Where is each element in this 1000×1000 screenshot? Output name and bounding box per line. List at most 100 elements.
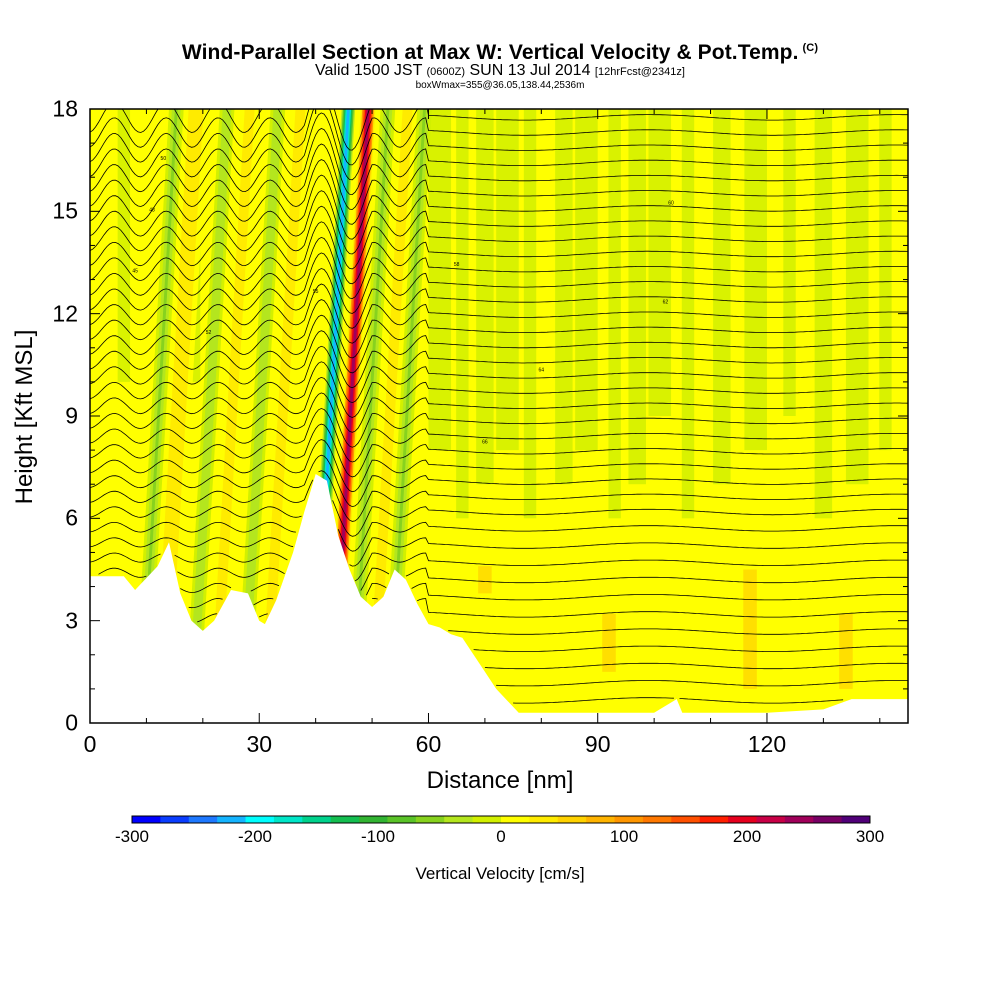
- weak-updraft-cell: [602, 613, 616, 672]
- theta-contour: [90, 314, 908, 374]
- y-tick-label: 18: [52, 95, 78, 122]
- theta-contour: [90, 439, 908, 493]
- theta-contour: [90, 423, 908, 478]
- contour-label: 48: [149, 207, 155, 213]
- theta-contour: [473, 645, 908, 652]
- weak-updraft-cell: [743, 569, 757, 689]
- x-tick-label: 30: [246, 731, 273, 757]
- contour-label: 45: [132, 269, 138, 275]
- chart-subtitle: Valid 1500 JST (0600Z) SUN 13 Jul 2014 […: [0, 63, 1000, 80]
- contour-label: 60: [668, 201, 674, 207]
- terrain: [90, 474, 908, 723]
- colorbar-swatch: [529, 816, 559, 823]
- forecast-info: [12hrFcst@2341z]: [594, 66, 685, 78]
- y-tick-label: 12: [52, 300, 78, 327]
- weak-downdraft-column: [555, 109, 573, 485]
- theta-contour: [90, 454, 908, 508]
- theta-contour: [90, 174, 908, 240]
- theta-contour: [90, 143, 908, 210]
- theta-contour: [90, 221, 908, 285]
- weak-downdraft-column: [681, 109, 695, 519]
- theta-contour: [90, 500, 908, 537]
- y-tick-label: 9: [65, 402, 78, 429]
- colorbar-tick-label: 0: [496, 827, 506, 846]
- chart-title: Wind-Parallel Section at Max W: Vertical…: [0, 36, 1000, 65]
- weak-downdraft-column: [783, 109, 796, 416]
- theta-contour: [90, 283, 908, 344]
- theta-contour: [90, 112, 908, 181]
- downdraft-band: [240, 109, 280, 723]
- colorbar-swatch: [188, 816, 218, 823]
- colorbar-swatch: [699, 816, 729, 823]
- theta-contour: [513, 697, 844, 704]
- contour-label: 50: [161, 156, 167, 162]
- theta-contour: [484, 662, 908, 670]
- downdraft-band: [387, 109, 427, 723]
- theta-contour: [90, 190, 908, 255]
- colorbar-swatch: [132, 816, 161, 823]
- theta-contour: [90, 361, 908, 418]
- copyright-mark: (C): [802, 42, 819, 54]
- theta-contour: [496, 680, 908, 687]
- theta-contour: [90, 345, 908, 404]
- theta-contour: [90, 159, 908, 225]
- colorbar-swatch: [557, 816, 587, 823]
- x-tick-label: 120: [747, 731, 787, 757]
- theta-contour: [90, 252, 908, 314]
- contour-label: 55: [313, 289, 319, 295]
- colorbar-swatch: [728, 816, 757, 823]
- theta-contours: 45 48 50 52 55 58 60 62 64 66: [90, 109, 908, 704]
- downdraft-band: [350, 109, 390, 723]
- valid-date: SUN 13 Jul 2014: [469, 62, 591, 79]
- weak-updraft-cell: [478, 566, 492, 594]
- contour-label: 62: [663, 299, 669, 305]
- theta-contour: [90, 392, 908, 448]
- weak-updraft-cell: [839, 613, 853, 689]
- theta-contour: [90, 552, 908, 582]
- weak-downdraft-column: [428, 109, 452, 451]
- colorbar-tick-label: 300: [855, 827, 885, 846]
- colorbar-swatch: [330, 816, 360, 823]
- theta-contour: [90, 299, 908, 359]
- colorbar-swatch: [841, 816, 871, 823]
- weak-downdraft-column: [744, 109, 767, 451]
- weak-downdraft-column: [575, 109, 598, 451]
- theta-contour: [90, 521, 908, 552]
- weak-downdraft-column: [845, 109, 869, 485]
- theta-contour: [180, 582, 908, 601]
- colorbar-swatch: [415, 816, 445, 823]
- colorbar-swatch: [245, 816, 275, 823]
- colorbar-frame: [131, 815, 871, 824]
- x-axis-title: Distance [nm]: [426, 767, 574, 794]
- colorbar-swatch: [217, 816, 247, 823]
- theta-contour: [90, 376, 908, 433]
- chart-title-block: Wind-Parallel Section at Max W: Vertical…: [0, 36, 1000, 91]
- colorbar-swatch: [444, 816, 474, 823]
- theta-contour: [90, 205, 908, 270]
- colorbar: [131, 815, 871, 824]
- y-tick-label: 15: [52, 197, 78, 224]
- colorbar-swatch: [642, 816, 672, 823]
- colorbar-swatch: [501, 816, 530, 823]
- updraft-band: [211, 109, 253, 723]
- chart-title-text: Wind-Parallel Section at Max W: Vertical…: [181, 41, 799, 64]
- weak-downdraft-column: [523, 109, 537, 519]
- colorbar-swatch: [273, 816, 303, 823]
- colorbar-swatch: [614, 816, 644, 823]
- updraft-band: [262, 109, 303, 723]
- x-tick-label: 90: [584, 731, 611, 757]
- colorbar-swatch: [813, 816, 843, 823]
- colorbar-tick-label: 100: [609, 827, 639, 846]
- y-axis-title: Height [Kft MSL]: [11, 329, 38, 505]
- weak-downdraft-column: [608, 109, 621, 519]
- box-info: boxWmax=355@36.05,138.44,2536m: [415, 80, 585, 91]
- colorbar-swatch: [586, 816, 616, 823]
- theta-contour: [90, 268, 908, 329]
- y-tick-label: 6: [65, 504, 78, 531]
- y-tick-label: 3: [65, 607, 78, 634]
- colorbar-swatch: [671, 816, 701, 823]
- colorbar-title: Vertical Velocity [cm/s]: [415, 864, 585, 883]
- colorbar-swatch: [387, 816, 417, 823]
- theta-contour: [98, 567, 908, 591]
